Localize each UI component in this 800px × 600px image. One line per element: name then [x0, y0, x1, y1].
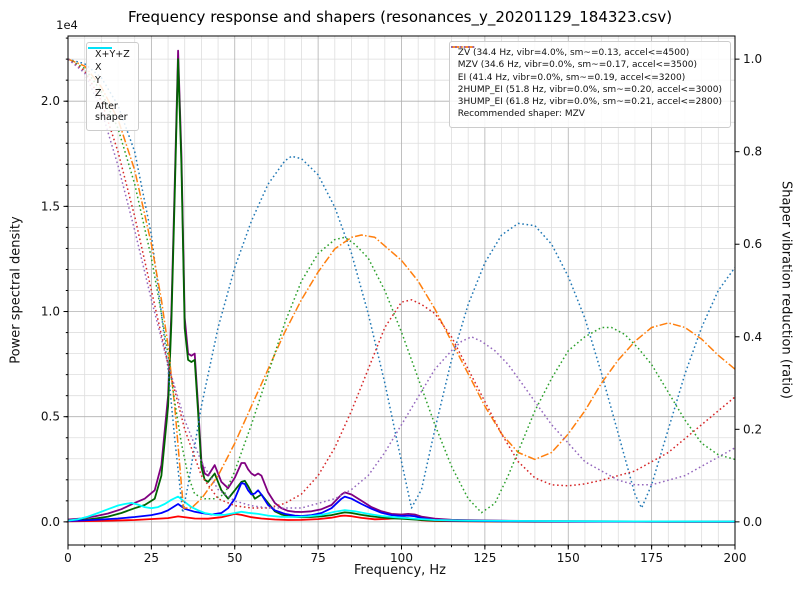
series-ei	[68, 58, 735, 514]
legend-label: Z	[95, 87, 102, 99]
psd-legend: X+Y+Z X Y Z After shaper	[86, 42, 139, 132]
svg-text:0.0: 0.0	[41, 515, 60, 529]
series-after-shaper	[68, 495, 735, 523]
svg-text:1.5: 1.5	[41, 199, 60, 213]
svg-text:0: 0	[64, 551, 72, 565]
series-2hump-ei	[68, 58, 735, 509]
legend-line-icon	[88, 47, 112, 49]
svg-text:0.8: 0.8	[743, 145, 762, 159]
right-y-axis-label: Shaper vibration reduction (ratio)	[778, 181, 794, 399]
shaper-legend: ZV (34.4 Hz, vibr=4.0%, sm~=0.13, accel<…	[448, 41, 731, 128]
legend-label: ZV (34.4 Hz, vibr=4.0%, sm~=0.13, accel<…	[457, 48, 690, 58]
legend-item: Y	[88, 47, 130, 87]
series-y	[68, 58, 735, 523]
svg-text:2.0: 2.0	[41, 94, 60, 108]
svg-text:200: 200	[724, 551, 747, 565]
legend-item: 3HUMP_EI (61.8 Hz, vibr=0.0%, sm~=0.21, …	[450, 46, 722, 108]
svg-text:0.0: 0.0	[743, 515, 762, 529]
legend-label: MZV (34.6 Hz, vibr=0.0%, sm~=0.17, accel…	[457, 60, 697, 71]
series-3hump-ei	[68, 58, 735, 509]
legend-label: 2HUMP_EI (51.8 Hz, vibr=0.0%, sm~=0.20, …	[457, 84, 722, 95]
legend-line-icon	[450, 46, 475, 48]
left-y-axis-label: Power spectral density	[8, 216, 24, 364]
svg-text:75: 75	[310, 551, 325, 565]
legend-item: Recommended shaper: MZV	[458, 109, 722, 120]
svg-text:0.5: 0.5	[41, 410, 60, 424]
tick-marks	[63, 37, 740, 550]
series-group	[68, 49, 735, 523]
svg-text:25: 25	[144, 551, 159, 565]
tick-labels: 0 25 50 75 100 125 150 175 200 0.0 0.5 1.0 1.5 2.0 0.0…	[41, 18, 762, 565]
legend-item: 2HUMP_EI (51.8 Hz, vibr=0.0%, sm~=0.20, …	[450, 46, 722, 96]
svg-text:0.4: 0.4	[743, 330, 762, 344]
series-z	[68, 482, 735, 523]
svg-text:1.0: 1.0	[743, 52, 762, 66]
legend-item: X	[88, 47, 130, 74]
legend-item: Z	[88, 47, 130, 100]
legend-item: EI (41.4 Hz, vibr=0.0%, sm~=0.19, accel<…	[450, 46, 722, 84]
legend-item: ZV (34.4 Hz, vibr=4.0%, sm~=0.13, accel<…	[450, 46, 722, 59]
svg-text:1.0: 1.0	[41, 305, 60, 319]
svg-text:175: 175	[640, 551, 663, 565]
legend-label: X+Y+Z	[95, 49, 130, 60]
legend-label: After shaper	[95, 100, 128, 124]
chart-title: Frequency response and shapers (resonanc…	[127, 8, 673, 26]
svg-text:150: 150	[557, 551, 580, 565]
legend-label: X	[95, 61, 102, 73]
svg-text:100: 100	[390, 551, 413, 565]
series-zv	[68, 58, 735, 514]
svg-text:0.6: 0.6	[743, 237, 762, 251]
legend-label: EI (41.4 Hz, vibr=0.0%, sm~=0.19, accel<…	[457, 72, 686, 83]
left-axis-offset-label: 1e4	[56, 18, 78, 32]
svg-text:0.2: 0.2	[743, 422, 762, 436]
svg-text:125: 125	[473, 551, 496, 565]
x-axis-label: Frequency, Hz	[353, 563, 447, 578]
legend-item: MZV (34.6 Hz, vibr=0.0%, sm~=0.17, accel…	[450, 46, 722, 71]
legend-label: Recommended shaper: MZV	[457, 109, 585, 120]
legend-label: 3HUMP_EI (61.8 Hz, vibr=0.0%, sm~=0.21, …	[457, 97, 722, 107]
svg-text:50: 50	[227, 551, 242, 565]
legend-label: Y	[95, 74, 101, 86]
legend-line-icon	[450, 42, 476, 52]
legend-item: After shaper	[88, 47, 130, 125]
